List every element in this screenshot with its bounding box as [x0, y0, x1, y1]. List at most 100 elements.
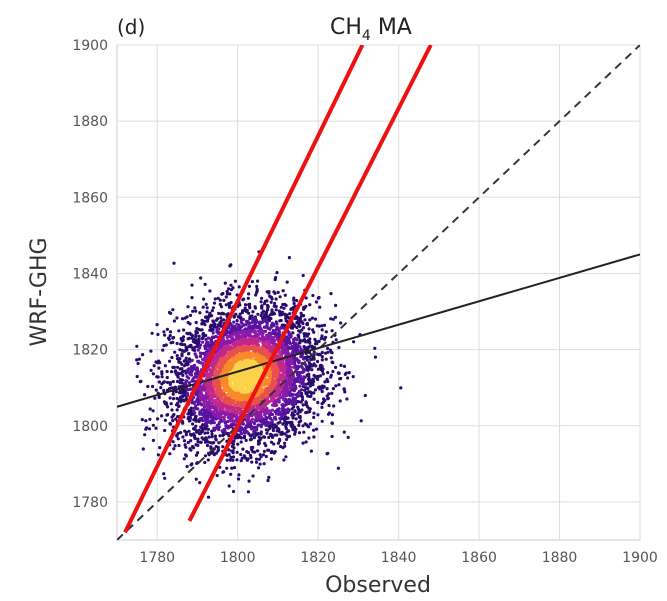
- scatter-point: [312, 397, 316, 401]
- scatter-point: [194, 419, 198, 423]
- scatter-point: [262, 407, 266, 411]
- scatter-point: [269, 440, 274, 444]
- scatter-point: [278, 326, 282, 330]
- scatter-point: [334, 303, 338, 307]
- scatter-point: [293, 430, 297, 434]
- scatter-point: [246, 490, 250, 494]
- scatter-point: [235, 458, 239, 462]
- scatter-point: [240, 381, 244, 385]
- scatter-point: [259, 430, 263, 434]
- scatter-point: [225, 458, 229, 462]
- scatter-point: [176, 432, 180, 436]
- scatter-point: [194, 453, 198, 457]
- scatter-point: [373, 355, 378, 359]
- scatter-point: [208, 289, 212, 293]
- scatter-point: [198, 354, 203, 358]
- scatter-point: [169, 311, 173, 315]
- scatter-point: [313, 337, 317, 341]
- scatter-point: [299, 311, 303, 315]
- scatter-point: [140, 418, 144, 422]
- scatter-point: [176, 437, 180, 441]
- scatter-point: [178, 357, 182, 361]
- scatter-point: [237, 323, 241, 327]
- scatter-point: [324, 330, 328, 334]
- scatter-point: [206, 458, 210, 462]
- scatter-point: [198, 481, 202, 485]
- scatter-point: [198, 346, 202, 350]
- scatter-point: [301, 424, 305, 428]
- scatter-point: [222, 427, 226, 432]
- scatter-point: [141, 447, 145, 451]
- scatter-point: [330, 391, 334, 395]
- scatter-point: [239, 440, 243, 444]
- scatter-point: [282, 306, 286, 310]
- scatter-point: [171, 419, 175, 423]
- scatter-point: [289, 423, 293, 427]
- scatter-point: [337, 345, 341, 350]
- scatter-point: [225, 424, 229, 428]
- scatter-point: [213, 322, 217, 326]
- scatter-point: [181, 335, 186, 339]
- scatter-point: [299, 377, 303, 381]
- scatter-point: [314, 427, 319, 431]
- scatter-point: [300, 391, 304, 395]
- scatter-point: [267, 435, 271, 439]
- scatter-point: [265, 407, 269, 411]
- scatter-point: [256, 432, 260, 436]
- scatter-point: [155, 323, 159, 327]
- scatter-point: [206, 336, 210, 340]
- scatter-point: [173, 444, 177, 448]
- scatter-point: [304, 340, 308, 344]
- scatter-point: [206, 440, 210, 444]
- scatter-point: [303, 318, 307, 322]
- scatter-point: [264, 386, 268, 391]
- scatter-point: [315, 324, 319, 328]
- scatter-point: [255, 409, 259, 413]
- scatter-point: [148, 407, 152, 411]
- scatter-point: [319, 337, 323, 341]
- scatter-point: [247, 292, 251, 296]
- scatter-point: [326, 397, 330, 401]
- scatter-point: [329, 375, 333, 379]
- scatter-point: [143, 433, 147, 437]
- scatter-point: [297, 423, 301, 427]
- scatter-point: [259, 300, 263, 304]
- scatter-point: [172, 319, 176, 323]
- scatter-point: [171, 340, 175, 344]
- scatter-point: [255, 284, 259, 289]
- scatter-point: [187, 429, 191, 433]
- scatter-point: [333, 315, 338, 319]
- scatter-point: [158, 361, 162, 365]
- scatter-point: [165, 375, 169, 380]
- scatter-point: [143, 393, 147, 397]
- scatter-point: [268, 313, 272, 317]
- scatter-point: [306, 394, 310, 398]
- scatter-point: [226, 292, 230, 296]
- scatter-point: [302, 334, 307, 338]
- scatter-point: [185, 464, 189, 469]
- scatter-point: [214, 445, 218, 449]
- scatter-point: [201, 426, 205, 430]
- scatter-point: [148, 417, 152, 421]
- scatter-point: [156, 453, 160, 457]
- scatter-point: [302, 332, 306, 336]
- scatter-point: [248, 453, 252, 457]
- scatter-point: [222, 417, 226, 422]
- scatter-point: [232, 439, 236, 443]
- scatter-point: [151, 372, 155, 376]
- scatter-point: [270, 449, 274, 454]
- scatter-point: [254, 293, 258, 297]
- scatter-point: [275, 271, 279, 275]
- scatter-point: [313, 342, 318, 346]
- scatter-point: [211, 331, 215, 335]
- scatter-point: [186, 362, 190, 367]
- scatter-point: [307, 361, 311, 365]
- scatter-point: [329, 317, 333, 321]
- scatter-point: [226, 431, 230, 436]
- scatter-point: [281, 302, 285, 307]
- scatter-point: [297, 415, 301, 419]
- scatter-point: [187, 357, 192, 361]
- scatter-point: [273, 415, 277, 419]
- scatter-point: [310, 368, 314, 372]
- scatter-point: [283, 444, 287, 448]
